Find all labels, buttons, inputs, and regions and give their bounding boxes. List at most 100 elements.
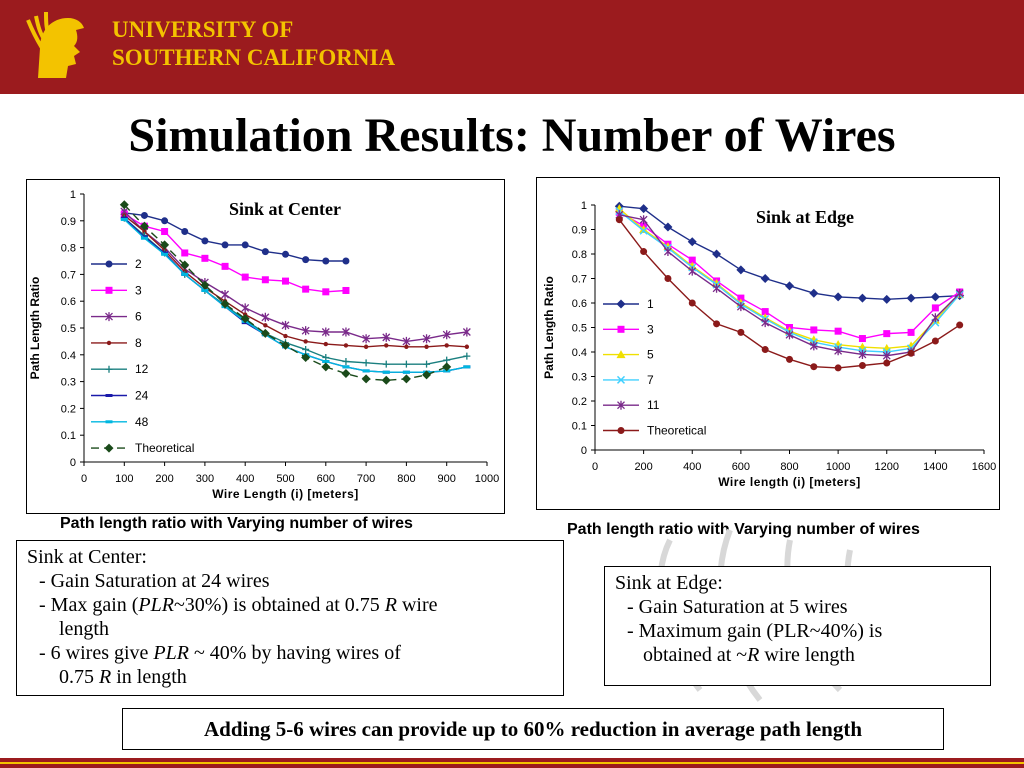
legend-label: Theoretical [647,424,706,438]
y-tick-label: 1 [70,189,76,201]
data-point [834,346,843,356]
notes-edge-heading: Sink at Edge: [615,572,723,594]
legend-label: 3 [135,283,142,297]
legend-item-1: 1 [603,297,654,311]
university-name: UNIVERSITY OF SOUTHERN CALIFORNIA [112,16,395,72]
data-point [341,369,351,379]
y-tick-label: 0.6 [61,296,76,308]
series-line [123,217,467,373]
x-tick-label: 400 [236,473,254,485]
data-point [639,226,648,235]
series-line [124,212,346,262]
data-point [737,294,745,302]
data-point [462,327,471,337]
data-point [444,343,449,348]
series-Theoretical [119,200,452,385]
data-point [663,247,672,257]
data-point [181,249,189,257]
data-point [261,248,269,256]
data-point [382,360,390,368]
footer-gold-stripe [0,762,1024,764]
data-point [384,343,389,348]
data-point [201,237,209,245]
legend-item-24: 24 [91,389,149,403]
data-point [906,341,916,350]
series-line [123,214,467,348]
data-point [463,352,471,360]
x-tick-label: 700 [357,473,375,485]
data-point [639,215,648,225]
trojan-head-icon [26,11,84,78]
text-span: in length [111,666,187,688]
x-tick-label: 1600 [972,461,996,473]
y-tick-label: 0 [581,445,587,457]
data-point [736,302,745,312]
data-point [907,349,915,357]
text-span: wire length [759,644,855,666]
data-point [142,229,147,234]
legend-item-48: 48 [91,415,149,429]
x-tick-label: 900 [438,473,456,485]
data-point [220,299,230,309]
data-point [160,240,170,250]
legend-swatch-marker [617,400,625,410]
y-tick-label: 0.4 [572,347,587,359]
data-point [321,327,330,337]
data-point [240,314,250,324]
data-point [882,294,892,304]
data-point [712,283,721,293]
y-tick-label: 0.5 [572,323,587,335]
data-point [663,222,673,232]
text-span: obtained at ~ [643,644,748,666]
x-axis-label: Wire Length (i) [meters] [212,487,359,501]
data-point [281,320,290,330]
data-point [858,335,866,343]
legend-item-7: 7 [603,373,654,387]
x-tick-label: 400 [683,461,701,473]
data-point [382,370,390,374]
data-point [303,339,308,344]
data-point [302,256,310,264]
legend-label: 8 [135,336,142,350]
data-point [760,313,770,322]
data-point [282,250,289,258]
header-banner: UNIVERSITY OF SOUTHERN CALIFORNIA [0,0,1024,94]
data-point [362,334,371,344]
x-tick-label: 0 [81,473,87,485]
data-point [712,249,722,259]
series-line [123,204,447,382]
data-point [810,363,818,371]
data-point [761,308,769,316]
data-point [463,365,471,369]
notes-sink-edge: Sink at Edge: - Gain Saturation at 5 wir… [604,566,991,686]
data-point [302,285,310,293]
data-point [736,265,746,275]
data-point [302,345,310,353]
data-point [424,344,429,349]
legend-swatch-marker [105,420,113,424]
series-line [123,213,346,293]
data-point [761,346,769,354]
series-line [618,211,961,340]
legend-swatch-marker [105,312,113,322]
legend-swatch-marker [617,427,625,434]
data-point [321,362,331,372]
chart-sink-edge: 0 0.1 0.2 0.3 0.4 0.5 0.6 0.7 0.8 0.9 1 0 200 400 600 8… [536,177,1000,510]
notes-center-item2-cont: length [59,618,109,640]
series-line [123,217,467,365]
notes-center-heading: Sink at Center: [27,546,147,568]
data-point [464,344,470,349]
legend-item-11: 11 [603,398,660,412]
data-point [955,288,964,298]
y-tick-label: 0.8 [61,243,76,255]
data-point [737,328,745,336]
data-point [810,326,818,334]
data-point [282,277,289,285]
series-line [123,210,467,343]
text-span: 0.75 [59,666,99,688]
data-point [342,286,350,294]
legend-label: 11 [647,398,660,412]
data-point [883,330,891,338]
data-point [442,362,452,372]
notes-edge-item2: - Maximum gain (PLR~40%) is [627,620,883,642]
